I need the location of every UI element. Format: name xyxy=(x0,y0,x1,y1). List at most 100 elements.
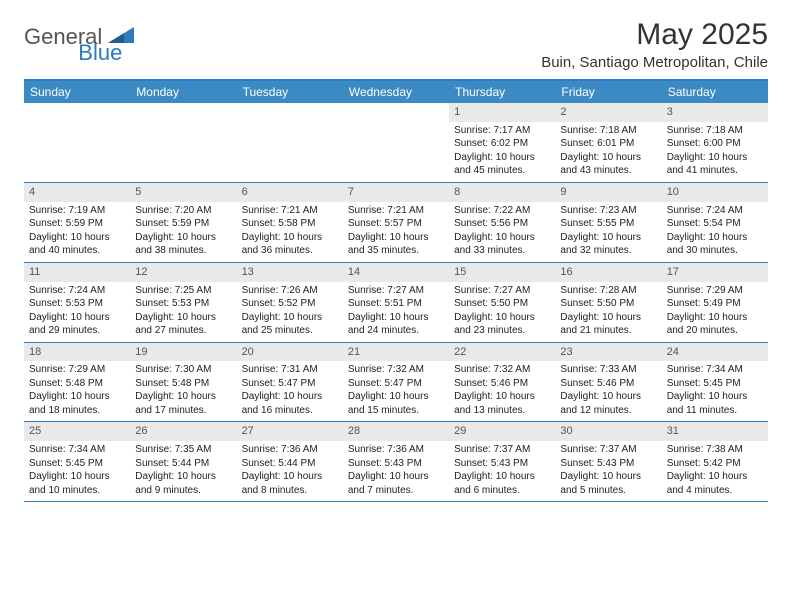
daylight-line: Daylight: 10 hours and 5 minutes. xyxy=(560,470,656,497)
day-body: Sunrise: 7:29 AMSunset: 5:48 PMDaylight:… xyxy=(24,361,130,421)
day-number: 9 xyxy=(555,183,661,202)
day-body: Sunrise: 7:38 AMSunset: 5:42 PMDaylight:… xyxy=(662,441,768,501)
sunset-line: Sunset: 5:46 PM xyxy=(560,377,656,391)
sunset-line: Sunset: 5:47 PM xyxy=(242,377,338,391)
daylight-line: Daylight: 10 hours and 17 minutes. xyxy=(135,390,231,417)
day-cell: 21Sunrise: 7:32 AMSunset: 5:47 PMDayligh… xyxy=(343,343,449,422)
daylight-line: Daylight: 10 hours and 33 minutes. xyxy=(454,231,550,258)
day-body: Sunrise: 7:24 AMSunset: 5:53 PMDaylight:… xyxy=(24,282,130,342)
sunrise-line: Sunrise: 7:26 AM xyxy=(242,284,338,298)
day-number: 5 xyxy=(130,183,236,202)
daylight-line: Daylight: 10 hours and 23 minutes. xyxy=(454,311,550,338)
sunset-line: Sunset: 6:01 PM xyxy=(560,137,656,151)
day-number: 8 xyxy=(449,183,555,202)
sunset-line: Sunset: 5:54 PM xyxy=(667,217,763,231)
day-cell: 23Sunrise: 7:33 AMSunset: 5:46 PMDayligh… xyxy=(555,343,661,422)
sunrise-line: Sunrise: 7:24 AM xyxy=(29,284,125,298)
sunset-line: Sunset: 5:47 PM xyxy=(348,377,444,391)
sunset-line: Sunset: 5:51 PM xyxy=(348,297,444,311)
day-body: Sunrise: 7:20 AMSunset: 5:59 PMDaylight:… xyxy=(130,202,236,262)
day-body: Sunrise: 7:32 AMSunset: 5:47 PMDaylight:… xyxy=(343,361,449,421)
day-body: Sunrise: 7:26 AMSunset: 5:52 PMDaylight:… xyxy=(237,282,343,342)
sunrise-line: Sunrise: 7:22 AM xyxy=(454,204,550,218)
sunset-line: Sunset: 5:53 PM xyxy=(135,297,231,311)
sunrise-line: Sunrise: 7:20 AM xyxy=(135,204,231,218)
calendar: SundayMondayTuesdayWednesdayThursdayFrid… xyxy=(24,79,768,502)
daylight-line: Daylight: 10 hours and 10 minutes. xyxy=(29,470,125,497)
day-cell: 15Sunrise: 7:27 AMSunset: 5:50 PMDayligh… xyxy=(449,263,555,342)
day-cell: 25Sunrise: 7:34 AMSunset: 5:45 PMDayligh… xyxy=(24,422,130,501)
sunset-line: Sunset: 5:45 PM xyxy=(29,457,125,471)
day-number: 28 xyxy=(343,422,449,441)
day-number: 24 xyxy=(662,343,768,362)
weekday-header: Tuesday xyxy=(237,81,343,103)
day-body: Sunrise: 7:35 AMSunset: 5:44 PMDaylight:… xyxy=(130,441,236,501)
day-body: Sunrise: 7:36 AMSunset: 5:43 PMDaylight:… xyxy=(343,441,449,501)
day-cell: 7Sunrise: 7:21 AMSunset: 5:57 PMDaylight… xyxy=(343,183,449,262)
header: General Blue May 2025 Buin, Santiago Met… xyxy=(24,18,768,71)
sunrise-line: Sunrise: 7:38 AM xyxy=(667,443,763,457)
day-cell: 13Sunrise: 7:26 AMSunset: 5:52 PMDayligh… xyxy=(237,263,343,342)
sunset-line: Sunset: 5:43 PM xyxy=(348,457,444,471)
day-cell: 16Sunrise: 7:28 AMSunset: 5:50 PMDayligh… xyxy=(555,263,661,342)
day-cell: 10Sunrise: 7:24 AMSunset: 5:54 PMDayligh… xyxy=(662,183,768,262)
day-body: Sunrise: 7:32 AMSunset: 5:46 PMDaylight:… xyxy=(449,361,555,421)
day-number: 14 xyxy=(343,263,449,282)
day-cell xyxy=(130,103,236,182)
sunrise-line: Sunrise: 7:21 AM xyxy=(348,204,444,218)
week-row: 1Sunrise: 7:17 AMSunset: 6:02 PMDaylight… xyxy=(24,103,768,183)
day-number: 29 xyxy=(449,422,555,441)
day-body: Sunrise: 7:19 AMSunset: 5:59 PMDaylight:… xyxy=(24,202,130,262)
day-body: Sunrise: 7:24 AMSunset: 5:54 PMDaylight:… xyxy=(662,202,768,262)
sunset-line: Sunset: 5:50 PM xyxy=(454,297,550,311)
week-row: 4Sunrise: 7:19 AMSunset: 5:59 PMDaylight… xyxy=(24,183,768,263)
sunset-line: Sunset: 5:59 PM xyxy=(29,217,125,231)
sunset-line: Sunset: 5:58 PM xyxy=(242,217,338,231)
day-number: 17 xyxy=(662,263,768,282)
day-number: 10 xyxy=(662,183,768,202)
day-body: Sunrise: 7:31 AMSunset: 5:47 PMDaylight:… xyxy=(237,361,343,421)
sunset-line: Sunset: 5:57 PM xyxy=(348,217,444,231)
day-body: Sunrise: 7:17 AMSunset: 6:02 PMDaylight:… xyxy=(449,122,555,182)
day-cell: 31Sunrise: 7:38 AMSunset: 5:42 PMDayligh… xyxy=(662,422,768,501)
sunset-line: Sunset: 5:44 PM xyxy=(135,457,231,471)
daylight-line: Daylight: 10 hours and 30 minutes. xyxy=(667,231,763,258)
day-cell xyxy=(237,103,343,182)
sunrise-line: Sunrise: 7:36 AM xyxy=(348,443,444,457)
daylight-line: Daylight: 10 hours and 18 minutes. xyxy=(29,390,125,417)
sunrise-line: Sunrise: 7:29 AM xyxy=(667,284,763,298)
sunrise-line: Sunrise: 7:30 AM xyxy=(135,363,231,377)
day-number: 23 xyxy=(555,343,661,362)
sunset-line: Sunset: 5:46 PM xyxy=(454,377,550,391)
day-body: Sunrise: 7:23 AMSunset: 5:55 PMDaylight:… xyxy=(555,202,661,262)
sunrise-line: Sunrise: 7:17 AM xyxy=(454,124,550,138)
day-number: 1 xyxy=(449,103,555,122)
daylight-line: Daylight: 10 hours and 13 minutes. xyxy=(454,390,550,417)
sunset-line: Sunset: 5:52 PM xyxy=(242,297,338,311)
day-cell: 14Sunrise: 7:27 AMSunset: 5:51 PMDayligh… xyxy=(343,263,449,342)
day-cell: 11Sunrise: 7:24 AMSunset: 5:53 PMDayligh… xyxy=(24,263,130,342)
sunrise-line: Sunrise: 7:18 AM xyxy=(667,124,763,138)
daylight-line: Daylight: 10 hours and 43 minutes. xyxy=(560,151,656,178)
day-number: 4 xyxy=(24,183,130,202)
sunset-line: Sunset: 5:59 PM xyxy=(135,217,231,231)
daylight-line: Daylight: 10 hours and 25 minutes. xyxy=(242,311,338,338)
sunrise-line: Sunrise: 7:33 AM xyxy=(560,363,656,377)
sunset-line: Sunset: 5:53 PM xyxy=(29,297,125,311)
sunset-line: Sunset: 5:43 PM xyxy=(454,457,550,471)
weekday-header: Sunday xyxy=(24,81,130,103)
day-body: Sunrise: 7:21 AMSunset: 5:58 PMDaylight:… xyxy=(237,202,343,262)
sunrise-line: Sunrise: 7:35 AM xyxy=(135,443,231,457)
daylight-line: Daylight: 10 hours and 40 minutes. xyxy=(29,231,125,258)
daylight-line: Daylight: 10 hours and 35 minutes. xyxy=(348,231,444,258)
weekday-header-row: SundayMondayTuesdayWednesdayThursdayFrid… xyxy=(24,81,768,103)
daylight-line: Daylight: 10 hours and 29 minutes. xyxy=(29,311,125,338)
day-body: Sunrise: 7:33 AMSunset: 5:46 PMDaylight:… xyxy=(555,361,661,421)
day-body: Sunrise: 7:27 AMSunset: 5:51 PMDaylight:… xyxy=(343,282,449,342)
sunset-line: Sunset: 5:56 PM xyxy=(454,217,550,231)
sunset-line: Sunset: 6:02 PM xyxy=(454,137,550,151)
sunset-line: Sunset: 5:48 PM xyxy=(135,377,231,391)
day-number: 12 xyxy=(130,263,236,282)
daylight-line: Daylight: 10 hours and 24 minutes. xyxy=(348,311,444,338)
day-cell: 22Sunrise: 7:32 AMSunset: 5:46 PMDayligh… xyxy=(449,343,555,422)
